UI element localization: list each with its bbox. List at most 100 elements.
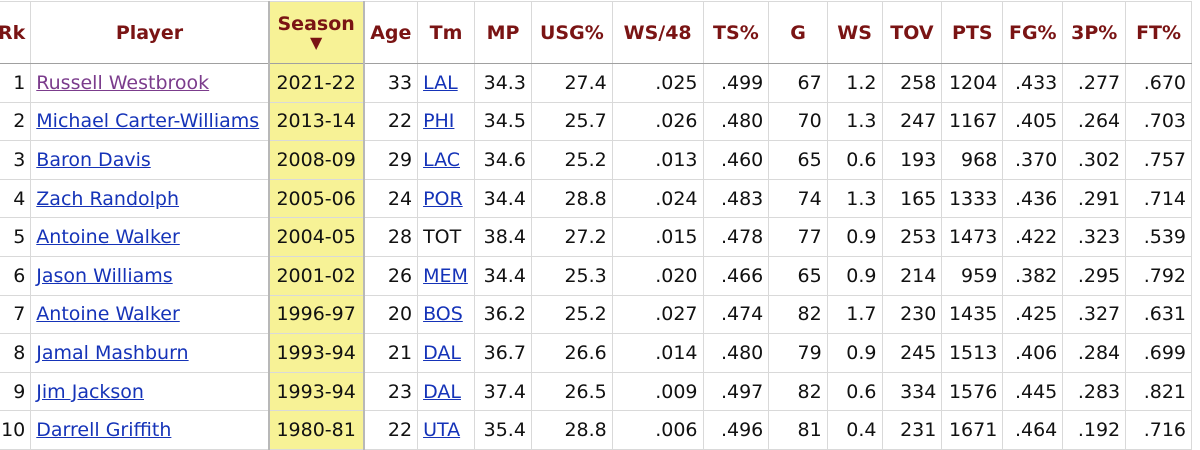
cell-ft: .792 <box>1125 255 1192 296</box>
cell-fg: .406 <box>1002 333 1064 373</box>
cell-season: 2004-05 <box>267 217 365 257</box>
cell-ft: .821 <box>1125 371 1192 412</box>
column-header-mp[interactable]: MP <box>474 1 532 64</box>
team-link[interactable]: MEM <box>423 264 468 287</box>
column-header-rk[interactable]: Rk <box>0 1 32 64</box>
column-header-usg[interactable]: USG% <box>530 1 613 64</box>
column-header-ts[interactable]: TS% <box>702 1 770 64</box>
cell-season: 2013-14 <box>267 101 365 142</box>
cell-fg: .425 <box>1002 294 1064 335</box>
cell-fg: .433 <box>1002 63 1064 103</box>
team-link[interactable]: UTA <box>423 419 461 442</box>
team-link[interactable]: DAL <box>423 380 461 403</box>
team-link[interactable]: BOS <box>423 303 463 326</box>
player-link[interactable]: Antoine Walker <box>36 226 180 249</box>
team-link[interactable]: PHI <box>423 110 455 133</box>
column-header-3p[interactable]: 3P% <box>1062 1 1127 64</box>
cell-usg: 25.2 <box>530 140 613 180</box>
table-row: 1 Russell Westbrook 2021-22 33 LAL 34.3 27.4.0… <box>0 63 1192 103</box>
cell-mp: 34.5 <box>474 101 532 142</box>
cell-fg: .422 <box>1002 217 1064 257</box>
cell-age: 22 <box>363 410 419 450</box>
cell-pts: 1167 <box>941 101 1004 142</box>
cell-rk: 4 <box>0 178 32 219</box>
column-header-season-label: Season <box>277 12 355 35</box>
cell-ts: .480 <box>702 333 770 373</box>
cell-pts: 1435 <box>941 294 1004 335</box>
table-row: 9 Jim Jackson 1993-94 23 DAL 37.4 26.5.009.497… <box>0 371 1192 412</box>
player-link[interactable]: Zach Randolph <box>36 187 180 210</box>
cell-rk: 2 <box>0 101 32 142</box>
cell-mp: 38.4 <box>474 217 532 257</box>
cell-rk: 6 <box>0 255 32 296</box>
column-header-player[interactable]: Player <box>30 1 270 64</box>
player-link[interactable]: Michael Carter-Williams <box>36 110 260 133</box>
cell-3p: .327 <box>1062 294 1127 335</box>
team-link[interactable]: LAL <box>423 71 458 94</box>
cell-player: Russell Westbrook <box>30 63 270 103</box>
column-header-ws48[interactable]: WS/48 <box>611 1 704 64</box>
column-header-season[interactable]: Season ▼ <box>267 1 365 64</box>
column-header-tov[interactable]: TOV <box>881 1 943 64</box>
cell-season: 1980-81 <box>267 410 365 450</box>
player-link[interactable]: Baron Davis <box>36 148 151 171</box>
cell-3p: .323 <box>1062 217 1127 257</box>
cell-ws48: .025 <box>611 63 704 103</box>
team-link[interactable]: POR <box>423 187 463 210</box>
cell-ws: 1.3 <box>826 178 883 219</box>
cell-ws48: .015 <box>611 217 704 257</box>
cell-3p: .277 <box>1062 63 1127 103</box>
cell-pts: 1671 <box>941 410 1004 450</box>
cell-ws48: .026 <box>611 101 704 142</box>
column-header-pts[interactable]: PTS <box>941 1 1004 64</box>
table-row: 3 Baron Davis 2008-09 29 LAC 34.6 25.2.013.460… <box>0 140 1192 180</box>
cell-season: 1993-94 <box>267 333 365 373</box>
cell-rk: 8 <box>0 333 32 373</box>
cell-ws48: .024 <box>611 178 704 219</box>
team-link[interactable]: DAL <box>423 341 461 364</box>
cell-mp: 37.4 <box>474 371 532 412</box>
cell-g: 79 <box>768 333 828 373</box>
cell-tov: 334 <box>881 371 943 412</box>
cell-team: UTA <box>417 410 476 450</box>
cell-ws48: .020 <box>611 255 704 296</box>
cell-ts: .496 <box>702 410 770 450</box>
cell-age: 22 <box>363 101 419 142</box>
cell-ft: .703 <box>1125 101 1192 142</box>
cell-g: 65 <box>768 140 828 180</box>
cell-ts: .466 <box>702 255 770 296</box>
player-link[interactable]: Darrell Griffith <box>36 419 172 442</box>
cell-ft: .699 <box>1125 333 1192 373</box>
column-header-age[interactable]: Age <box>363 1 419 64</box>
cell-tov: 258 <box>881 63 943 103</box>
column-header-ft[interactable]: FT% <box>1125 1 1192 64</box>
cell-age: 20 <box>363 294 419 335</box>
cell-season: 1993-94 <box>267 371 365 412</box>
cell-player: Antoine Walker <box>30 217 270 257</box>
column-header-ws[interactable]: WS <box>826 1 883 64</box>
cell-ws48: .009 <box>611 371 704 412</box>
player-link[interactable]: Jason Williams <box>36 264 173 287</box>
cell-ws: 1.2 <box>826 63 883 103</box>
player-link[interactable]: Russell Westbrook <box>36 71 210 94</box>
player-link[interactable]: Antoine Walker <box>36 303 180 326</box>
table-row: 10 Darrell Griffith 1980-81 22 UTA 35.4 28.8.0… <box>0 410 1192 450</box>
cell-usg: 27.4 <box>530 63 613 103</box>
cell-team: DAL <box>417 371 476 412</box>
column-header-fg[interactable]: FG% <box>1002 1 1064 64</box>
cell-ws48: .027 <box>611 294 704 335</box>
team-link[interactable]: LAC <box>423 148 461 171</box>
column-header-tm[interactable]: Tm <box>417 1 476 64</box>
cell-player: Jamal Mashburn <box>30 333 270 373</box>
cell-usg: 28.8 <box>530 178 613 219</box>
column-header-g[interactable]: G <box>768 1 828 64</box>
cell-mp: 35.4 <box>474 410 532 450</box>
cell-ws: 0.9 <box>826 217 883 257</box>
cell-tov: 231 <box>881 410 943 450</box>
cell-team: DAL <box>417 333 476 373</box>
cell-ws: 1.7 <box>826 294 883 335</box>
cell-pts: 1576 <box>941 371 1004 412</box>
player-link[interactable]: Jim Jackson <box>36 380 144 403</box>
player-link[interactable]: Jamal Mashburn <box>36 341 189 364</box>
